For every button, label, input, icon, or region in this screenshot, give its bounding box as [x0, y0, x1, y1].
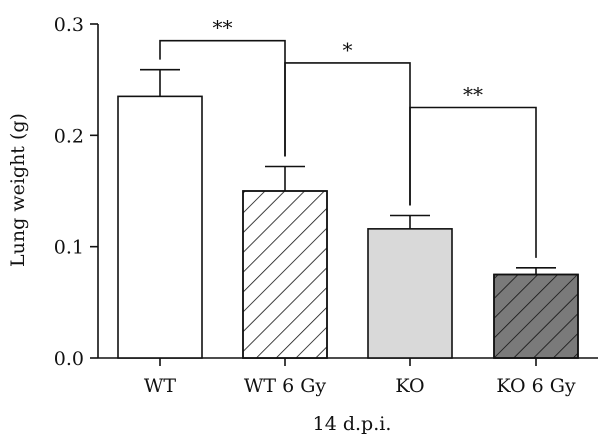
significance-bracket: [409, 106, 537, 258]
significance-bracket: [284, 62, 411, 206]
bar: [117, 95, 203, 359]
bar-hatch: [242, 190, 328, 359]
error-bars: [140, 68, 556, 275]
significance-brackets: *****: [159, 16, 537, 258]
y-tick-label: 0.1: [54, 237, 84, 259]
x-tick-label: KO: [395, 375, 424, 397]
tick-labels: 0.0 0.1 0.2 0.3 WT WT 6 Gy KO KO 6 Gy: [54, 14, 576, 397]
bar-hatch: [493, 273, 579, 359]
x-tick-label: WT: [144, 375, 177, 397]
x-axis-title: 14 d.p.i.: [313, 413, 392, 435]
x-tick-label: WT 6 Gy: [244, 375, 327, 397]
y-axis-title: Lung weight (g): [7, 113, 29, 267]
significance-label: **: [213, 16, 233, 40]
x-tick-label: KO 6 Gy: [496, 375, 576, 397]
bar: [367, 228, 453, 359]
bars: [117, 95, 579, 359]
significance-label: **: [463, 83, 483, 107]
y-tick-label: 0.0: [54, 348, 84, 370]
y-tick-label: 0.3: [54, 14, 84, 36]
significance-label: *: [343, 38, 353, 62]
y-tick-label: 0.2: [54, 125, 84, 147]
